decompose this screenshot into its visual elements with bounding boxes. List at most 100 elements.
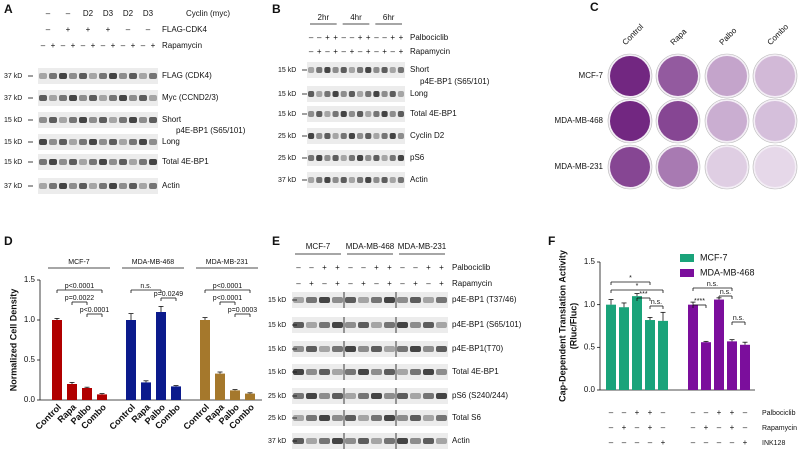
kd-marker: 15 kD: [278, 91, 296, 98]
y-axis-label: Cap-Dependent Translation Activity: [557, 250, 567, 402]
condition-sign: –: [609, 438, 614, 447]
blot-band: [316, 133, 323, 139]
condition-sign: –: [374, 47, 379, 56]
bar: [658, 320, 668, 390]
blot-band: [99, 139, 107, 145]
blot-band: [371, 415, 382, 421]
blot-band: [306, 297, 317, 303]
blot-band: [357, 155, 364, 161]
blot-band: [332, 155, 339, 161]
condition-label: Palbociclib: [410, 33, 449, 42]
blot-band: [358, 297, 369, 303]
bar: [171, 386, 181, 400]
condition-sign: +: [399, 33, 404, 42]
blot-band: [59, 159, 67, 165]
blot-band: [119, 117, 127, 123]
condition-sign: –: [322, 279, 327, 288]
blot-band: [129, 159, 137, 165]
condition-sign: –: [61, 41, 66, 50]
blot-band: [365, 133, 372, 139]
condition-sign: –: [648, 438, 653, 447]
condition-sign: –: [309, 33, 314, 42]
blot-band: [348, 111, 355, 117]
blot-band: [49, 139, 57, 145]
blot-label: Total S6: [452, 413, 481, 422]
condition-sign: –: [101, 41, 106, 50]
blot-band: [397, 297, 408, 303]
condition-sign: –: [309, 263, 314, 272]
blot-band: [348, 177, 355, 183]
blot-band: [340, 133, 347, 139]
condition-sign: –: [348, 279, 353, 288]
plate-well: [752, 98, 798, 144]
blot-band: [49, 117, 57, 123]
blot-band: [365, 111, 372, 117]
blot-band: [332, 393, 343, 399]
plate-column-label: Combo: [766, 22, 791, 47]
bar: [52, 320, 62, 400]
plate-well: [752, 53, 798, 99]
blot-band: [324, 67, 331, 73]
bar: [67, 384, 77, 400]
panel-letter: D: [4, 234, 13, 248]
blot-band: [357, 133, 364, 139]
condition-sign: –: [704, 408, 709, 417]
blot-band: [358, 322, 369, 328]
blot-band: [293, 393, 304, 399]
group-label: MDA-MB-468: [132, 259, 175, 266]
blot-band: [345, 415, 356, 421]
blot-label: p4E-BP1 (T37/46): [452, 295, 517, 304]
significance-label: p<0.0001: [65, 283, 94, 290]
blot-band: [345, 438, 356, 444]
blot-band: [79, 95, 87, 101]
kd-marker: 37 kD: [4, 73, 22, 80]
blot-band: [423, 415, 434, 421]
kd-marker: 15 kD: [4, 159, 22, 166]
blot-band: [410, 415, 421, 421]
blot-band: [423, 297, 434, 303]
blot-strip: [38, 178, 158, 194]
condition-sign: –: [717, 438, 722, 447]
condition-sign: D2: [123, 9, 134, 18]
panel-letter: C: [590, 0, 599, 14]
condition-sign: –: [141, 41, 146, 50]
blot-band: [410, 322, 421, 328]
condition-sign: –: [691, 423, 696, 432]
blot-label: p4E-BP1(T70): [452, 344, 503, 353]
bar: [156, 312, 166, 400]
blot-band: [397, 177, 404, 183]
condition-sign: +: [317, 47, 322, 56]
blot-label: Total 4E-BP1: [410, 109, 457, 118]
y-axis-label: (Rluc/Fluc): [568, 303, 578, 350]
blot-band: [436, 369, 447, 375]
blot-band: [39, 159, 47, 165]
significance-label: p=0.0003: [228, 307, 257, 314]
blot-band: [324, 177, 331, 183]
condition-sign: –: [358, 47, 363, 56]
blot-band: [389, 155, 396, 161]
blot-band: [384, 438, 395, 444]
condition-sign: –: [426, 279, 431, 288]
blot-group-label: p4E-BP1 (S65/101): [420, 77, 490, 86]
blot-band: [99, 183, 107, 189]
blot-band: [306, 393, 317, 399]
blot-band: [381, 91, 388, 97]
blot-band: [397, 369, 408, 375]
blot-band: [384, 322, 395, 328]
blot-band: [319, 297, 330, 303]
condition-sign: +: [309, 279, 314, 288]
condition-sign: +: [91, 41, 96, 50]
blot-band: [371, 438, 382, 444]
blot-band: [397, 415, 408, 421]
condition-sign: –: [635, 438, 640, 447]
condition-sign: +: [648, 423, 653, 432]
plate-well: [704, 144, 750, 190]
condition-sign: +: [622, 423, 627, 432]
blot-strip: [307, 62, 405, 78]
kd-marker: 25 kD: [278, 133, 296, 140]
bar: [632, 296, 642, 390]
blot-band: [39, 139, 47, 145]
blot-band: [139, 117, 147, 123]
blot-band: [348, 67, 355, 73]
